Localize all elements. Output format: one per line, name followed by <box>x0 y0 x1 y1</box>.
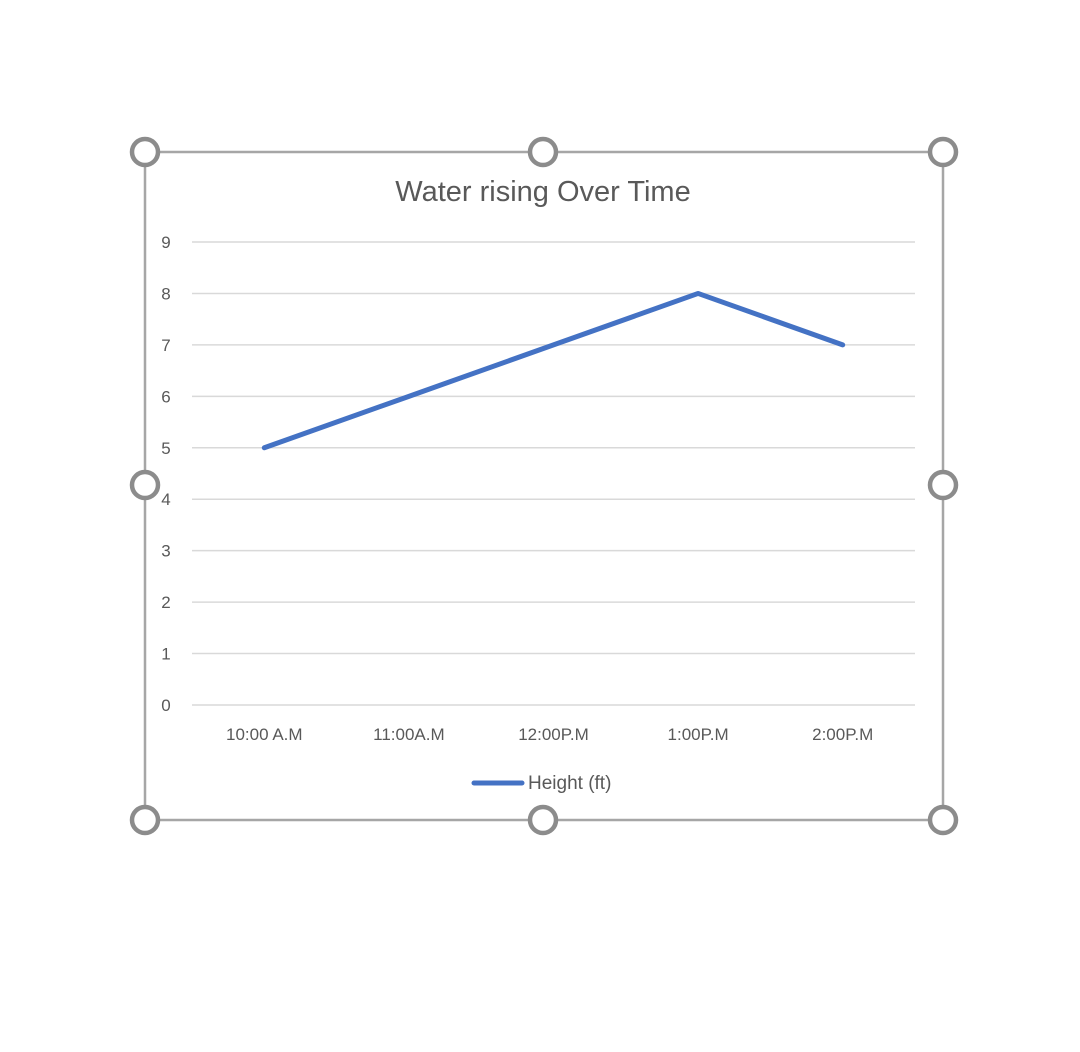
handle-bottom-center[interactable] <box>527 804 559 836</box>
series-layer <box>261 290 846 451</box>
x-axis-tick-labels: 10:00 A.M 11:00A.M 12:00P.M 1:00P.M 2:00P.M <box>226 725 873 744</box>
handle-middle-left[interactable] <box>129 469 161 501</box>
handle-bottom-right[interactable] <box>927 804 959 836</box>
y-tick-label: 1 <box>161 645 170 664</box>
y-tick-label: 8 <box>161 284 170 303</box>
gridlines <box>192 241 915 706</box>
x-tick-label: 11:00A.M <box>373 725 445 744</box>
legend-label-height: Height (ft) <box>528 773 611 794</box>
handle-top-left[interactable] <box>129 136 161 168</box>
x-tick-label: 1:00P.M <box>668 725 729 744</box>
y-tick-label: 9 <box>161 233 170 252</box>
handle-top-center[interactable] <box>527 136 559 168</box>
y-tick-label: 3 <box>161 542 170 561</box>
y-tick-label: 2 <box>161 593 170 612</box>
y-tick-label: 7 <box>161 336 170 355</box>
handle-bottom-left[interactable] <box>129 804 161 836</box>
handle-middle-right[interactable] <box>927 469 959 501</box>
y-axis-tick-labels: 0 1 2 3 4 5 6 7 8 9 <box>161 233 170 715</box>
y-tick-label: 5 <box>161 439 170 458</box>
resize-handles[interactable] <box>129 136 959 836</box>
chart-title: Water rising Over Time <box>395 176 690 208</box>
x-tick-label: 12:00P.M <box>518 725 589 744</box>
chart-selection-frame <box>143 150 945 822</box>
x-tick-label: 10:00 A.M <box>226 725 303 744</box>
series-line-height[interactable] <box>261 290 846 451</box>
handle-top-right[interactable] <box>927 136 959 168</box>
y-tick-label: 6 <box>161 387 170 406</box>
x-tick-label: 2:00P.M <box>812 725 873 744</box>
legend[interactable]: Height (ft) <box>471 773 611 794</box>
y-tick-label: 0 <box>161 696 170 715</box>
y-tick-label: 4 <box>161 490 170 509</box>
